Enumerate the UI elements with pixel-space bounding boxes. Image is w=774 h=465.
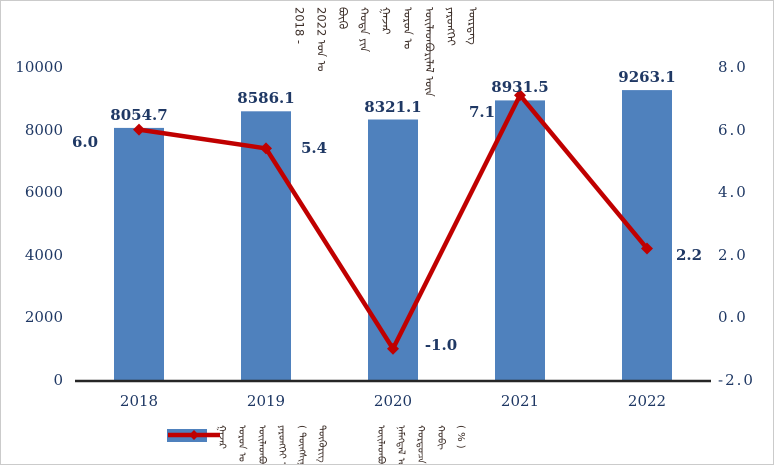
line-marker-2020 [387, 342, 399, 355]
title-segment: 2022 ᠣᠨ ᠤ [314, 7, 329, 72]
chart-legend: ᠭᠠᠵᠠᠷ ᠣᠷᠣᠨ ᠤ ᠦᠢᠯᠡᠳᠪᠦᠷᠢᠯᠡᠯ ᠦᠨ ᠶᠡᠷᠦᠩᠬᠡᠢ ᠥᠷᠲᠡᠭ… [167, 425, 466, 465]
legend-text-segment: ᠨᠡᠮᠡᠭᠳᠡᠯ ᠦᠨ [395, 425, 406, 465]
legend-text-segment: ᠦᠢᠯᠡᠳᠪᠦᠷᠢᠯᠡᠯ ᠦᠨ [256, 425, 267, 465]
legend-text-segment: ᠶᠡᠷᠦᠩᠬᠡᠢ ᠥᠷᠲᠡᠭ [276, 425, 287, 465]
legend-text-segment: ᠬᠤᠷᠳᠤᠴᠠ [415, 425, 426, 464]
title-segment: ᠣᠷᠣᠨ ᠤ [400, 7, 415, 50]
line-marker-2019 [260, 142, 272, 155]
title-segment: 2018 - [292, 7, 307, 45]
legend-text-segment: ᠭᠠᠵᠠᠷ [216, 425, 227, 449]
bar-2018 [114, 127, 164, 381]
title-segment: ᠬᠣᠲᠠ ᠶᠢᠨ [357, 7, 372, 53]
legend-item-line: ᠦᠢᠯᠡᠳᠪᠦᠷᠢᠯᠡᠯ ᠦᠨ ᠨᠡᠮᠡᠭᠳᠡᠯ ᠦᠨ ᠬᠤᠷᠳᠤᠴᠠ ᠬᠤᠪᠢ ( %… [168, 425, 466, 465]
title-segment: ᠶᠡᠷᠦᠩᠬᠡᠢ [444, 7, 459, 46]
title-segment: ᠥᠷᠲᠡᠭ [465, 7, 480, 45]
title-segment: ᠦᠢᠯᠡᠳᠪᠦᠷᠢᠯᠡᠯ ᠦᠨ [422, 7, 437, 97]
line-marker-2021 [514, 89, 526, 102]
bar-2019 [241, 111, 291, 381]
chart-title: 2018 - 2022 ᠣᠨ ᠤ ᠪᠦᠬᠦ ᠬᠣᠲᠠ ᠶᠢᠨ ᠭᠠᠵᠠᠷ ᠣᠷᠣᠨ ᠤ ᠦᠢ… [292, 7, 480, 97]
line-swatch-icon [168, 430, 220, 440]
bar-2020 [368, 119, 418, 380]
legend-text-segment: ᠦᠢᠯᠡᠳᠪᠦᠷᠢᠯᠡᠯ ᠦᠨ [375, 425, 386, 465]
legend-text-segment: ( % ) [455, 425, 466, 449]
bar-2021 [495, 100, 545, 381]
legend-text-segment: ( ᠳᠦᠩᠰᠢᠭᠤᠷ [296, 425, 307, 465]
legend-text-segment: ᠬᠤᠪᠢ [435, 425, 446, 450]
legend-text-segment: ᠣᠷᠣᠨ ᠤ [236, 425, 247, 462]
line-marker-2022 [641, 242, 653, 255]
line-marker-2018 [133, 123, 145, 136]
legend-text-segment: ᠲᠥᠭᠥᠷᠢᠭ ) [316, 425, 327, 465]
bar-2022 [622, 90, 672, 380]
title-segment: ᠭᠠᠵᠠᠷ [379, 7, 394, 35]
title-segment: ᠪᠦᠬᠦ [335, 7, 350, 30]
